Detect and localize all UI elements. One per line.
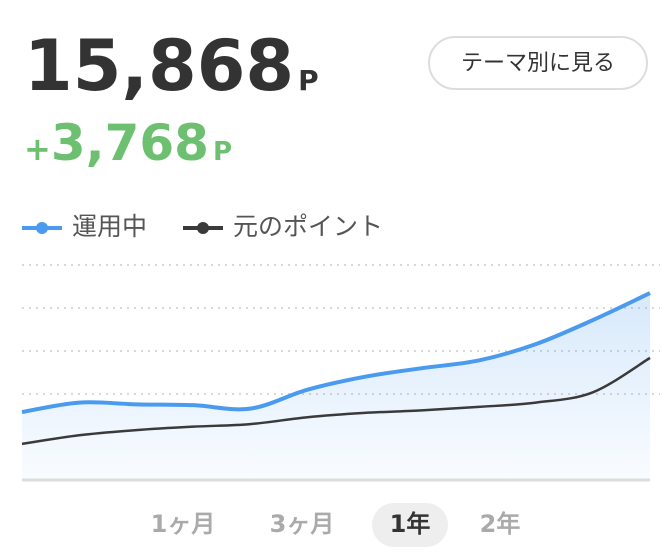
change-value: 3,768 bbox=[51, 114, 209, 172]
legend-label: 運用中 bbox=[72, 212, 147, 241]
series-line bbox=[21, 291, 651, 415]
tab-selected-bg[interactable] bbox=[372, 503, 448, 547]
legend-dot bbox=[36, 222, 48, 234]
change: +3,768 P bbox=[24, 114, 232, 172]
change-unit: P bbox=[213, 137, 232, 167]
legend-label: 元のポイント bbox=[233, 212, 383, 241]
period-tabs: 1ヶ月 3ヶ月 1年 2年 bbox=[151, 503, 521, 547]
tab-label[interactable]: 1ヶ月 bbox=[151, 510, 216, 538]
balance-unit: P bbox=[298, 64, 319, 97]
area bbox=[22, 293, 650, 480]
tab-label[interactable]: 1年 bbox=[390, 510, 431, 538]
tab-label[interactable]: 2年 bbox=[480, 510, 521, 538]
theme-button-label[interactable]: テーマ別に見る bbox=[461, 51, 615, 76]
change-sign: + bbox=[24, 130, 51, 168]
balance-value: 15,868 bbox=[24, 25, 294, 107]
tab-label[interactable]: 3ヶ月 bbox=[270, 510, 335, 538]
balance: 15,868 P bbox=[24, 25, 319, 107]
theme-button[interactable] bbox=[428, 36, 648, 90]
chart: 運用中 元のポイント bbox=[21, 212, 660, 482]
series-line bbox=[21, 356, 651, 446]
legend-dot bbox=[197, 222, 209, 234]
